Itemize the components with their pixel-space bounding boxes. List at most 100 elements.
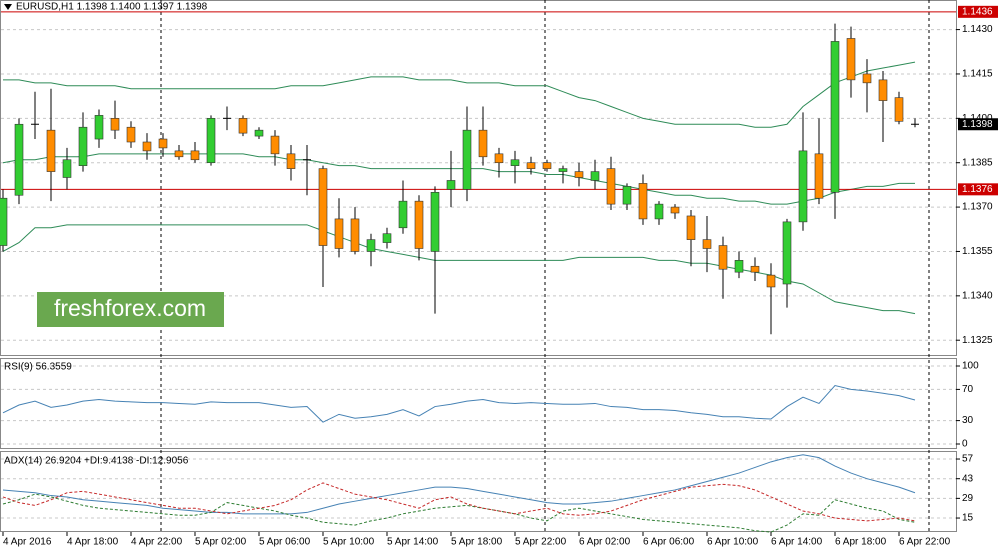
plot-layer: 1.13251.13401.13551.13701.13851.14001.14…	[0, 5, 998, 548]
watermark-box	[37, 292, 224, 327]
x-tick-label: 5 Apr 18:00	[451, 537, 503, 548]
x-tick-label: 6 Apr 06:00	[643, 537, 695, 548]
candle-body	[574, 171, 584, 178]
candle-body	[798, 150, 808, 223]
candle-body	[158, 138, 168, 149]
menu-arrow[interactable]	[4, 4, 12, 10]
rsi-pane	[0, 358, 957, 449]
candle-body	[126, 126, 136, 143]
candle-body	[846, 38, 856, 81]
indicator-line	[2, 493, 916, 533]
candle-body	[542, 162, 552, 169]
candle-body	[766, 274, 776, 288]
last-price-label: 1.1398	[962, 119, 993, 130]
adx-pane	[0, 451, 957, 532]
candle-body	[334, 218, 344, 249]
candle-body	[350, 218, 360, 252]
indicator-line	[2, 454, 916, 515]
level-tag	[958, 5, 998, 18]
y-tick-label: 70	[962, 384, 974, 395]
candle-body	[414, 200, 424, 249]
y-tick-label: 1.1355	[962, 246, 993, 257]
level-tag	[958, 183, 998, 196]
candle-body	[782, 221, 792, 285]
candle-body	[702, 239, 712, 249]
candle-body	[110, 118, 120, 131]
x-tick-label: 6 Apr 10:00	[707, 537, 759, 548]
x-tick-label: 5 Apr 10:00	[323, 537, 375, 548]
candle-body	[430, 191, 440, 252]
level-label: 1.1376	[962, 184, 993, 195]
y-tick-label: 1.1325	[962, 335, 993, 346]
candle-body	[638, 183, 648, 220]
candle-body	[366, 239, 376, 252]
y-tick-label: 43	[962, 473, 974, 484]
x-tick-label: 5 Apr 14:00	[387, 537, 439, 548]
candle-body	[686, 215, 696, 240]
watermark: freshforex.com	[54, 295, 206, 321]
candle-body	[78, 126, 88, 166]
adx-title: ADX(14) 26.9204 +DI:9.4138 -DI:12.9056	[4, 456, 189, 467]
candle-body	[622, 186, 632, 205]
candle-body	[62, 159, 72, 178]
symbol-header: EURUSD,H1 1.1398 1.1400 1.1397 1.1398	[16, 2, 208, 13]
candle-body	[734, 260, 744, 273]
candle-body	[318, 168, 328, 246]
candle-body	[94, 115, 104, 140]
y-tick-label: 57	[962, 454, 974, 465]
candle-body	[862, 73, 872, 84]
candle-body	[270, 135, 280, 155]
y-tick-label: 1.1340	[962, 290, 993, 301]
x-tick-label: 5 Apr 02:00	[195, 537, 247, 548]
candle-body	[590, 171, 600, 181]
bollinger-band	[2, 224, 916, 315]
candle-body	[830, 41, 840, 193]
bollinger-band	[2, 153, 915, 205]
x-tick-label: 4 Apr 18:00	[67, 537, 119, 548]
bollinger-band	[3, 61, 916, 128]
x-tick-label: 4 Apr 22:00	[131, 537, 183, 548]
candle-body	[718, 245, 728, 270]
candle-body	[398, 200, 408, 229]
candle-body	[526, 162, 536, 169]
candle-body	[238, 118, 248, 134]
x-tick-label: 6 Apr 22:00	[899, 537, 951, 548]
indicator-line	[2, 482, 916, 522]
candle-body	[558, 168, 568, 172]
candle-body	[190, 150, 200, 161]
day-separators	[160, 0, 930, 532]
candle-body	[494, 153, 504, 164]
price-pane	[0, 0, 957, 356]
candle-body	[510, 159, 520, 166]
y-tick-label: 1.1370	[962, 202, 993, 213]
candle-body	[750, 265, 760, 273]
x-tick-label: 4 Apr 2016	[3, 537, 52, 548]
candle-body	[0, 197, 8, 246]
candle-body	[286, 153, 296, 169]
candle-body	[446, 180, 456, 190]
y-tick-label: 1.1415	[962, 69, 993, 80]
y-tick-label: 0	[962, 439, 968, 450]
candle-body	[894, 97, 904, 122]
indicator-line	[2, 384, 916, 423]
candle-body	[254, 129, 264, 137]
candle-body	[174, 150, 184, 158]
candle-body	[382, 233, 392, 243]
candle-body	[654, 203, 664, 220]
y-tick-label: 30	[962, 415, 974, 426]
y-tick-label: 15	[962, 513, 974, 524]
x-tick-label: 5 Apr 06:00	[259, 537, 311, 548]
candle-body	[670, 206, 680, 214]
candle-body	[606, 168, 616, 205]
y-tick-label: 1.1430	[962, 24, 993, 35]
candle-body	[46, 129, 56, 172]
x-tick-label: 6 Apr 18:00	[835, 537, 887, 548]
candle-body	[478, 129, 488, 158]
candle-body	[206, 118, 216, 164]
level-label: 1.1436	[962, 6, 993, 17]
candle-body	[14, 123, 24, 196]
x-tick-label: 5 Apr 22:00	[515, 537, 567, 548]
candle-body	[142, 141, 152, 152]
